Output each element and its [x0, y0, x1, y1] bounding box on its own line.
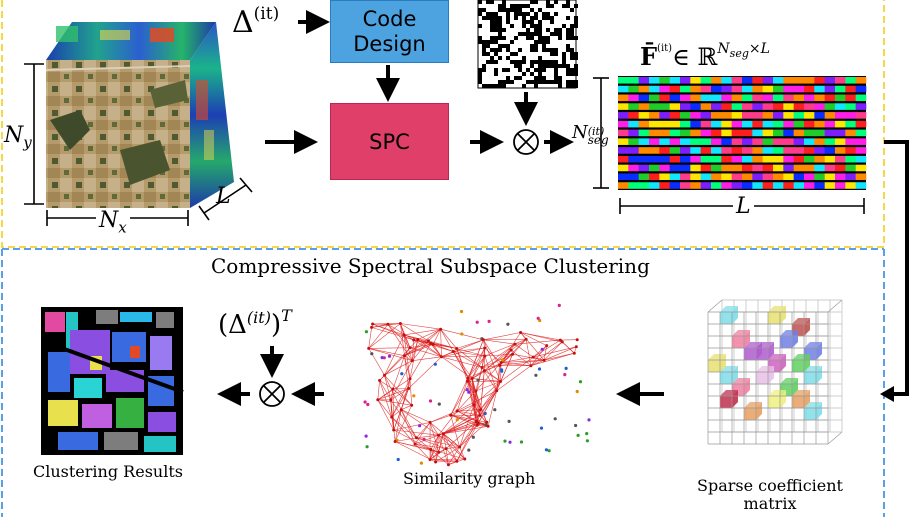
bottom-panel-border — [1, 248, 885, 517]
matrix-rows-label: N (it) seg — [572, 122, 609, 147]
hyperspectral-cube — [45, 22, 234, 208]
cube-ny-label: Ny — [4, 123, 32, 152]
code-design-label: Code Design — [353, 6, 426, 56]
similarity-graph — [363, 303, 591, 467]
spc-label: SPC — [369, 129, 410, 154]
sparse-matrix-label: Sparse coefficient matrix — [697, 476, 843, 513]
clustering-results-map — [41, 307, 184, 455]
delta-it-label: Δ(it) — [232, 4, 280, 40]
cube-l-dimension — [198, 177, 253, 221]
top-panel-border — [1, 0, 885, 248]
measurement-matrix — [618, 76, 867, 190]
cube-ny-dimension — [24, 63, 44, 205]
cube-nx-label: Nx — [96, 210, 130, 236]
clustering-results-label: Clustering Results — [33, 462, 183, 481]
delta-transpose-label: (Δ(it))T — [218, 306, 292, 340]
matrix-title: F̄(it)∈ ℝNseg×L — [640, 41, 770, 71]
matrix-cols-label: L — [733, 196, 754, 218]
spc-box: SPC — [330, 103, 449, 180]
matrix-rows-dimension — [593, 77, 609, 189]
otimes-top — [513, 129, 539, 155]
bottom-panel-title: Compressive Spectral Subspace Clustering — [211, 254, 650, 278]
connector-right — [884, 140, 909, 396]
coded-aperture-mask — [477, 0, 578, 89]
cube-l-label: L — [216, 184, 231, 209]
similarity-graph-label: Similarity graph — [403, 469, 536, 488]
sparse-coefficient-matrix — [707, 299, 843, 445]
code-design-box: Code Design — [330, 0, 449, 63]
otimes-bottom — [259, 381, 285, 407]
